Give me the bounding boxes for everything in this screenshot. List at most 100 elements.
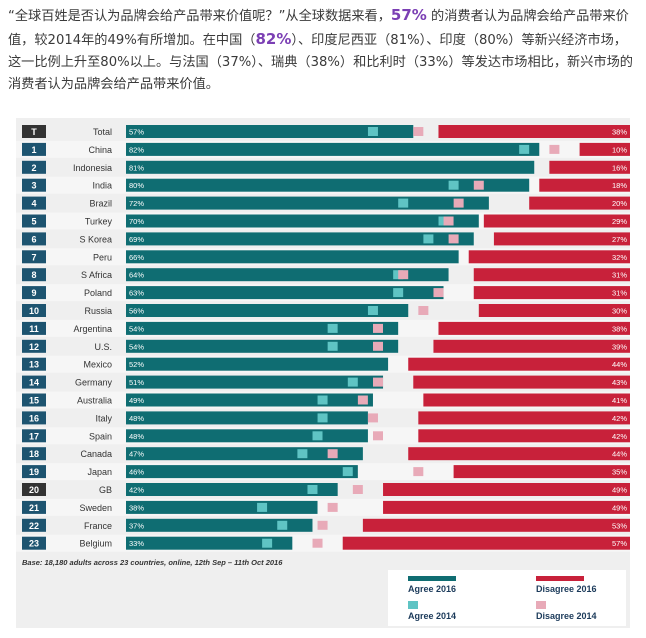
- bar-agree-2016: [126, 375, 384, 389]
- value-disagree-2016: 49%: [612, 503, 627, 512]
- value-agree-2016: 49%: [129, 396, 144, 405]
- value-agree-2016: 47%: [129, 450, 144, 459]
- rank-label: 20: [29, 485, 39, 495]
- marker-agree-2014: [307, 485, 318, 494]
- rank-label: 21: [29, 503, 39, 513]
- legend-swatch-disagree-2016: [536, 576, 584, 581]
- bar-disagree-2016: [418, 411, 630, 425]
- value-agree-2016: 72%: [129, 199, 144, 208]
- bar-agree-2016: [126, 447, 363, 461]
- country-label: India: [92, 181, 112, 191]
- value-disagree-2016: 42%: [612, 432, 627, 441]
- country-label: Total: [93, 127, 112, 137]
- rank-box: [22, 500, 46, 514]
- rank-box: [22, 232, 46, 246]
- value-agree-2016: 57%: [129, 128, 144, 137]
- rank-box: [22, 196, 46, 210]
- marker-agree-2014: [367, 306, 378, 315]
- intro-highlight-total: 57%: [390, 6, 427, 24]
- value-agree-2016: 66%: [129, 253, 144, 262]
- country-label: Australia: [77, 396, 112, 406]
- value-agree-2016: 38%: [129, 503, 144, 512]
- country-label: Russia: [84, 306, 112, 316]
- value-agree-2016: 48%: [129, 414, 144, 423]
- marker-agree-2014: [342, 467, 353, 477]
- marker-disagree-2014: [398, 270, 409, 280]
- rank-label: 10: [29, 306, 39, 316]
- bar-disagree-2016: [383, 483, 630, 496]
- rank-box: [22, 125, 46, 138]
- value-disagree-2016: 44%: [612, 450, 627, 459]
- marker-agree-2014: [438, 216, 449, 226]
- rank-box: [22, 214, 46, 228]
- bar-disagree-2016: [468, 250, 630, 264]
- marker-agree-2014: [398, 198, 409, 208]
- rank-label: 12: [29, 342, 39, 352]
- bar-disagree-2016: [433, 339, 630, 353]
- bar-disagree-2016: [483, 214, 630, 228]
- value-agree-2016: 80%: [129, 181, 144, 190]
- country-label: S Africa: [81, 270, 112, 280]
- marker-disagree-2014: [373, 341, 383, 351]
- rank-box: [22, 160, 46, 174]
- country-label: Italy: [95, 413, 112, 423]
- marker-agree-2014: [347, 377, 358, 387]
- value-disagree-2016: 29%: [612, 217, 627, 226]
- bar-agree-2016: [126, 250, 459, 264]
- bar-disagree-2016: [549, 160, 630, 174]
- bar-agree-2016: [126, 411, 368, 425]
- rank-box: [22, 357, 46, 371]
- bar-disagree-2016: [418, 429, 630, 443]
- country-label: Peru: [93, 252, 112, 262]
- bar-agree-2016: [126, 196, 489, 210]
- value-agree-2016: 82%: [129, 145, 144, 154]
- marker-disagree-2014: [327, 449, 338, 459]
- rank-label: 22: [29, 521, 39, 531]
- country-label: Japan: [87, 467, 112, 477]
- rank-label: 4: [31, 199, 36, 209]
- value-agree-2016: 54%: [129, 324, 144, 333]
- marker-disagree-2014: [448, 234, 459, 244]
- marker-agree-2014: [327, 323, 338, 333]
- country-label: S Korea: [79, 234, 112, 244]
- bar-disagree-2016: [493, 232, 630, 246]
- marker-disagree-2014: [327, 502, 338, 512]
- bar-agree-2016: [126, 286, 444, 300]
- marker-agree-2014: [367, 127, 378, 136]
- bar-agree-2016: [126, 214, 479, 228]
- rank-label: 9: [31, 288, 36, 298]
- brand-value-chart: T Total 57% 38% 1 China 82% 10% 2 Indonesia 81% 16%…: [16, 123, 630, 552]
- country-label: Turkey: [85, 217, 113, 227]
- base-note: Base: 18,180 adults across 23 countries,…: [22, 558, 283, 567]
- rank-label: T: [31, 127, 37, 137]
- bar-agree-2016: [126, 321, 399, 335]
- bar-agree-2016: [126, 518, 313, 532]
- legend-label-disagree-2014: Disagree 2014: [536, 611, 597, 621]
- marker-disagree-2014: [317, 520, 328, 530]
- marker-agree-2014: [317, 413, 328, 423]
- legend-label-disagree-2016: Disagree 2016: [536, 584, 597, 594]
- value-disagree-2016: 43%: [612, 378, 627, 387]
- value-agree-2016: 64%: [129, 271, 144, 280]
- rank-label: 18: [29, 449, 39, 459]
- marker-disagree-2014: [373, 323, 383, 333]
- value-agree-2016: 46%: [129, 468, 144, 477]
- value-agree-2016: 69%: [129, 235, 144, 244]
- rank-box: [22, 483, 46, 496]
- value-disagree-2016: 30%: [612, 307, 627, 316]
- bar-agree-2016: [126, 142, 540, 156]
- bar-agree-2016: [126, 429, 368, 443]
- country-label: Germany: [75, 378, 113, 388]
- marker-disagree-2014: [352, 485, 363, 494]
- marker-disagree-2014: [453, 198, 464, 208]
- rank-box: [22, 304, 46, 317]
- intro-paragraph: “全球百姓是否认为品牌会给产品带来价值呢？”从全球数据来看，57% 的消费者认为…: [8, 4, 638, 96]
- rank-label: 19: [29, 467, 39, 477]
- rank-label: 14: [29, 378, 39, 388]
- country-label: Spain: [89, 431, 112, 441]
- value-disagree-2016: 57%: [612, 539, 627, 548]
- marker-agree-2014: [257, 502, 268, 512]
- rank-box: [22, 375, 46, 389]
- bar-agree-2016: [126, 393, 373, 407]
- marker-agree-2014: [317, 395, 328, 405]
